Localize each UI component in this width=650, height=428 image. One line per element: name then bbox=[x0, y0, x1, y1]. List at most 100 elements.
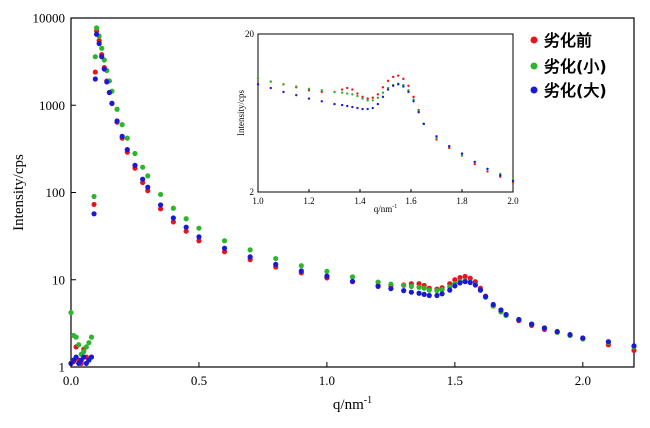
data-point-series-2 bbox=[391, 84, 395, 88]
data-point-series-2 bbox=[81, 354, 87, 360]
data-point-series-2 bbox=[349, 278, 356, 284]
data-point-series-1 bbox=[388, 281, 394, 287]
data-point-series-2 bbox=[448, 144, 451, 148]
x-tick-label: 1.8 bbox=[456, 196, 468, 206]
legend-item-degradation-large: 劣化(大) bbox=[530, 81, 607, 100]
data-point-series-0 bbox=[391, 75, 395, 79]
data-point-series-1 bbox=[282, 83, 285, 86]
data-point-series-2 bbox=[554, 328, 560, 335]
data-point-series-2 bbox=[472, 282, 478, 288]
data-point-series-2 bbox=[132, 162, 138, 168]
data-point-series-1 bbox=[91, 193, 97, 200]
data-point-series-1 bbox=[114, 106, 120, 112]
data-point-series-1 bbox=[140, 164, 146, 170]
data-point-series-2 bbox=[93, 31, 100, 37]
data-point-series-0 bbox=[356, 92, 359, 95]
legend-label: 劣化前 bbox=[544, 31, 592, 50]
data-point-series-2 bbox=[119, 133, 125, 139]
data-point-series-2 bbox=[256, 83, 260, 86]
x-tick-label: 1.0 bbox=[252, 196, 264, 206]
data-point-series-1 bbox=[83, 344, 89, 350]
data-point-series-2 bbox=[381, 95, 385, 99]
data-point-series-1 bbox=[247, 247, 253, 253]
data-point-series-2 bbox=[477, 287, 484, 293]
data-point-series-0 bbox=[351, 88, 354, 91]
data-point-series-1 bbox=[366, 99, 369, 102]
data-point-series-1 bbox=[86, 340, 92, 346]
data-point-series-1 bbox=[460, 154, 464, 157]
data-point-series-0 bbox=[170, 219, 176, 225]
x-tick-label: 2.0 bbox=[507, 196, 519, 206]
data-point-series-0 bbox=[462, 273, 468, 280]
legend-marker-blue bbox=[530, 86, 538, 94]
data-point-series-0 bbox=[376, 93, 380, 96]
data-point-series-2 bbox=[417, 110, 420, 114]
data-point-series-2 bbox=[439, 291, 445, 297]
data-point-series-2 bbox=[490, 301, 496, 308]
y-tick-label: 20 bbox=[245, 29, 255, 39]
data-point-series-2 bbox=[145, 184, 151, 190]
data-point-series-0 bbox=[473, 162, 476, 166]
data-point-series-1 bbox=[68, 310, 74, 316]
data-point-series-2 bbox=[416, 290, 422, 296]
data-point-series-0 bbox=[467, 275, 473, 281]
y-tick-label: 10000 bbox=[33, 11, 66, 26]
data-point-series-2 bbox=[170, 215, 176, 221]
data-point-series-2 bbox=[157, 202, 164, 208]
data-point-series-2 bbox=[361, 107, 364, 111]
data-point-series-1 bbox=[381, 91, 385, 94]
data-point-series-1 bbox=[73, 334, 79, 340]
data-point-series-2 bbox=[320, 100, 323, 103]
data-point-series-2 bbox=[434, 292, 440, 299]
inset-y-ticks: 2 20 bbox=[245, 29, 261, 197]
data-point-series-2 bbox=[371, 106, 374, 110]
data-point-series-2 bbox=[412, 100, 415, 103]
data-point-series-1 bbox=[183, 216, 189, 222]
data-point-series-1 bbox=[76, 342, 82, 348]
main-x-axis-label: q/nm-1 bbox=[333, 395, 372, 413]
inset-x-ticks: 1.0 1.2 1.4 1.6 1.8 2.0 bbox=[252, 189, 519, 206]
data-point-series-1 bbox=[256, 77, 260, 80]
y-tick-label: 1 bbox=[59, 360, 66, 375]
data-point-series-2 bbox=[356, 106, 359, 110]
data-point-series-1 bbox=[157, 191, 164, 198]
inset-y-axis-label: Intensity/cps bbox=[236, 90, 246, 136]
data-point-series-2 bbox=[421, 291, 427, 297]
data-point-series-2 bbox=[273, 261, 279, 267]
data-point-series-1 bbox=[333, 90, 336, 94]
data-point-series-2 bbox=[269, 86, 272, 90]
data-point-series-2 bbox=[221, 245, 228, 251]
data-point-series-2 bbox=[467, 279, 473, 286]
legend-marker-red bbox=[530, 36, 538, 44]
data-point-series-0 bbox=[452, 277, 458, 283]
data-point-series-2 bbox=[73, 354, 79, 360]
y-tick-label: 10 bbox=[52, 272, 65, 287]
main-x-ticks: 0.0 0.5 1.0 1.5 2.0 bbox=[63, 362, 591, 388]
data-point-series-2 bbox=[324, 273, 330, 279]
y-tick-label: 2 bbox=[250, 187, 255, 197]
data-point-series-1 bbox=[421, 285, 427, 291]
data-point-series-0 bbox=[457, 274, 463, 281]
main-plot: 0.0 0.5 1.0 1.5 2.0 1 10 100 1000 10000 q/nm-1 I… bbox=[11, 11, 637, 413]
main-y-axis-label: Intensity/cps bbox=[11, 154, 27, 231]
data-point-series-2 bbox=[541, 325, 548, 331]
legend-label: 劣化(大) bbox=[544, 81, 607, 100]
legend-item-before-degradation: 劣化前 bbox=[530, 31, 592, 50]
data-point-series-2 bbox=[104, 79, 110, 85]
data-point-series-2 bbox=[402, 85, 405, 88]
legend-item-degradation-small: 劣化(小) bbox=[530, 57, 607, 76]
data-point-series-1 bbox=[196, 225, 202, 231]
data-point-series-2 bbox=[486, 167, 489, 171]
data-point-series-2 bbox=[88, 354, 95, 360]
data-point-series-2 bbox=[460, 152, 464, 155]
data-point-series-1 bbox=[99, 45, 105, 51]
data-point-series-1 bbox=[408, 283, 414, 289]
data-point-series-2 bbox=[511, 179, 515, 183]
data-point-series-2 bbox=[91, 211, 97, 217]
data-point-series-1 bbox=[412, 98, 415, 101]
data-point-series-1 bbox=[375, 279, 381, 285]
data-point-series-1 bbox=[324, 268, 330, 274]
data-point-series-0 bbox=[361, 95, 364, 99]
data-point-series-2 bbox=[114, 118, 120, 124]
